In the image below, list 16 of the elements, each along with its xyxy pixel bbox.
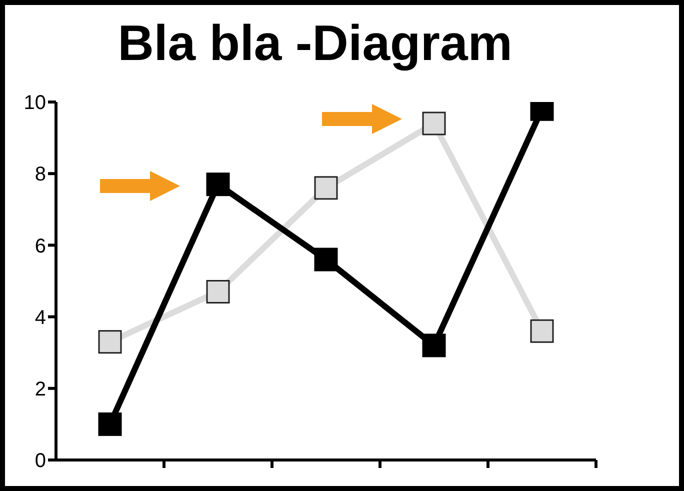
point xyxy=(206,172,230,196)
point xyxy=(314,248,338,272)
point xyxy=(422,112,446,136)
y-tick-label: 2 xyxy=(34,378,46,400)
point xyxy=(314,176,338,200)
point xyxy=(530,319,554,343)
point xyxy=(206,280,230,304)
point xyxy=(422,334,446,358)
y-tick-label: 0 xyxy=(34,450,46,472)
chart-title: Bla bla -Diagram xyxy=(116,14,514,72)
y-tick-label: 4 xyxy=(34,306,46,329)
y-tick-label: 6 xyxy=(34,235,46,258)
point xyxy=(98,330,122,354)
y-tick-label: 10 xyxy=(24,92,46,114)
y-tick-label: 8 xyxy=(34,164,46,186)
point xyxy=(98,412,122,436)
